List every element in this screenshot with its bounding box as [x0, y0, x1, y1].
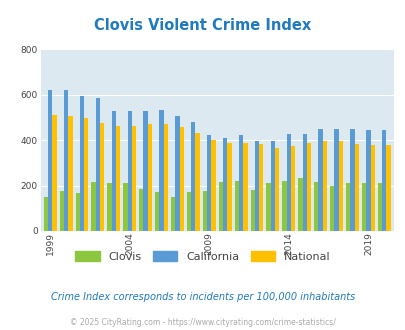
Bar — [329, 185, 334, 231]
Bar — [123, 183, 127, 231]
Bar — [286, 134, 290, 231]
Bar — [243, 143, 247, 231]
Text: Clovis Violent Crime Index: Clovis Violent Crime Index — [94, 18, 311, 33]
Bar — [64, 90, 68, 231]
Bar — [155, 192, 159, 231]
Bar — [211, 140, 215, 231]
Bar — [306, 143, 310, 231]
Bar — [338, 141, 342, 231]
Bar — [100, 123, 104, 231]
Bar — [132, 126, 136, 231]
Bar — [44, 197, 48, 231]
Bar — [322, 141, 326, 231]
Text: © 2025 CityRating.com - https://www.cityrating.com/crime-statistics/: © 2025 CityRating.com - https://www.city… — [70, 318, 335, 327]
Bar — [350, 129, 354, 231]
Bar — [318, 129, 322, 231]
Bar — [91, 182, 96, 231]
Bar — [139, 189, 143, 231]
Bar — [163, 124, 168, 231]
Bar — [60, 191, 64, 231]
Bar — [52, 115, 56, 231]
Bar — [202, 191, 207, 231]
Bar — [96, 98, 100, 231]
Bar — [381, 130, 386, 231]
Bar — [218, 182, 222, 231]
Bar — [274, 148, 279, 231]
Bar — [116, 125, 120, 231]
Bar — [175, 116, 179, 231]
Bar — [238, 135, 243, 231]
Bar — [84, 118, 88, 231]
Legend: Clovis, California, National: Clovis, California, National — [75, 251, 330, 262]
Bar — [227, 143, 231, 231]
Bar — [250, 190, 254, 231]
Bar — [107, 183, 111, 231]
Bar — [254, 141, 258, 231]
Bar — [75, 193, 80, 231]
Bar — [354, 144, 358, 231]
Bar — [127, 111, 132, 231]
Bar — [80, 96, 84, 231]
Bar — [334, 129, 338, 231]
Bar — [159, 110, 163, 231]
Bar — [186, 192, 191, 231]
Bar — [377, 183, 381, 231]
Bar — [302, 134, 306, 231]
Bar — [207, 135, 211, 231]
Bar — [313, 182, 318, 231]
Bar — [386, 145, 390, 231]
Bar — [179, 127, 183, 231]
Bar — [147, 124, 152, 231]
Bar — [222, 138, 227, 231]
Bar — [361, 183, 365, 231]
Bar — [191, 122, 195, 231]
Bar — [290, 147, 294, 231]
Bar — [365, 130, 370, 231]
Bar — [345, 183, 350, 231]
Bar — [266, 183, 270, 231]
Bar — [270, 141, 274, 231]
Bar — [370, 145, 374, 231]
Bar — [143, 112, 147, 231]
Bar — [258, 144, 263, 231]
Bar — [234, 181, 238, 231]
Bar — [68, 116, 72, 231]
Bar — [48, 90, 52, 231]
Bar — [195, 133, 199, 231]
Bar — [171, 196, 175, 231]
Bar — [281, 181, 286, 231]
Bar — [298, 178, 302, 231]
Bar — [111, 111, 116, 231]
Text: Crime Index corresponds to incidents per 100,000 inhabitants: Crime Index corresponds to incidents per… — [51, 292, 354, 302]
